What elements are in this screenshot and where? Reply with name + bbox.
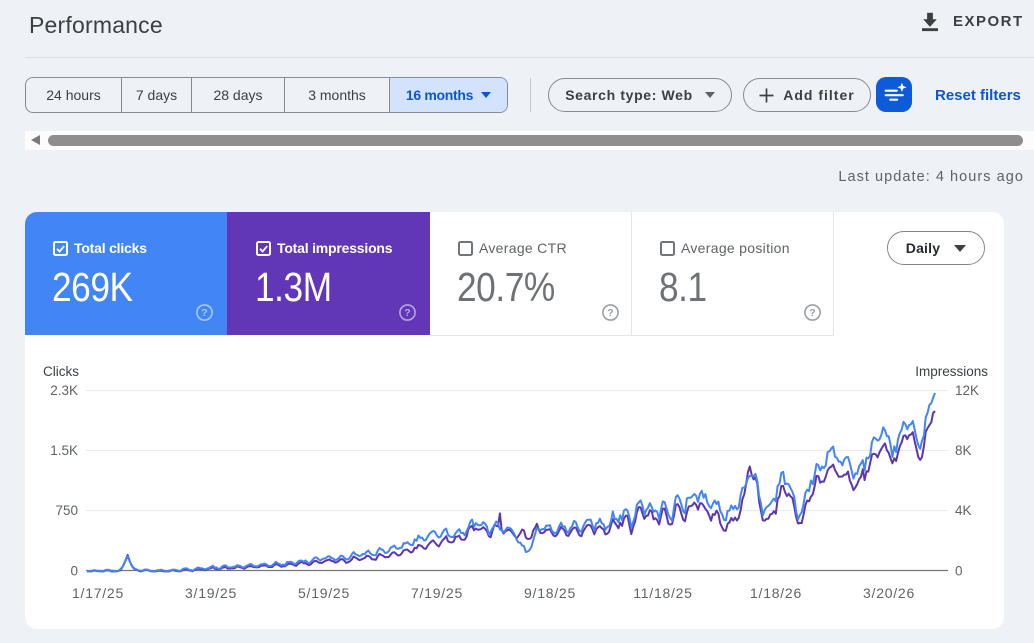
svg-text:1/18/26: 1/18/26 — [750, 585, 802, 601]
svg-text:3/20/26: 3/20/26 — [863, 585, 915, 601]
svg-text:11/18/25: 11/18/25 — [633, 585, 692, 601]
svg-text:0: 0 — [70, 564, 78, 579]
svg-text:3/19/25: 3/19/25 — [185, 585, 237, 601]
svg-text:?: ? — [607, 307, 613, 319]
svg-text:7/19/25: 7/19/25 — [411, 585, 463, 601]
svg-text:12K: 12K — [955, 383, 979, 398]
svg-text:5/19/25: 5/19/25 — [298, 585, 350, 601]
svg-text:?: ? — [404, 307, 410, 319]
svg-text:Clicks: Clicks — [43, 364, 79, 379]
svg-text:?: ? — [201, 307, 207, 319]
svg-text:2.3K: 2.3K — [50, 383, 78, 398]
svg-text:1/17/25: 1/17/25 — [72, 585, 124, 601]
svg-text:0: 0 — [955, 564, 963, 579]
svg-text:Impressions: Impressions — [915, 364, 988, 379]
svg-text:8K: 8K — [955, 443, 972, 458]
svg-text:9/18/25: 9/18/25 — [524, 585, 576, 601]
svg-text:750: 750 — [55, 503, 78, 518]
svg-text:4K: 4K — [955, 503, 972, 518]
svg-text:1.5K: 1.5K — [50, 443, 78, 458]
svg-text:?: ? — [809, 307, 815, 319]
